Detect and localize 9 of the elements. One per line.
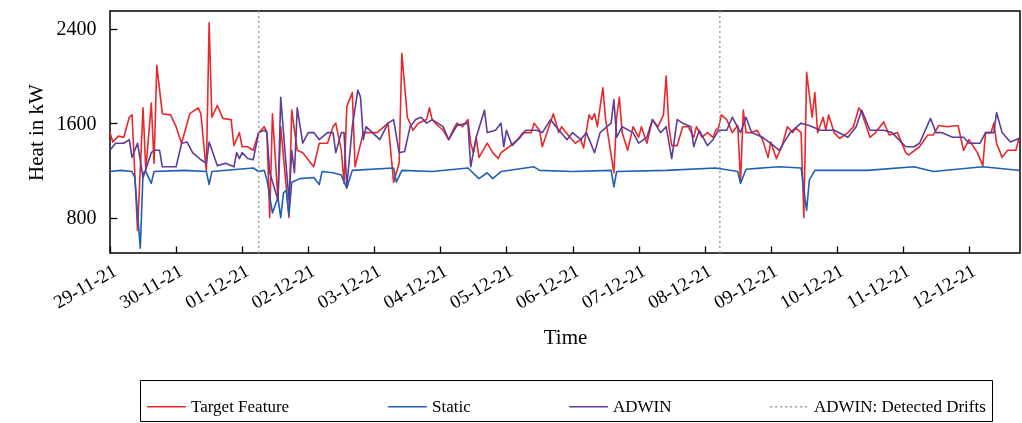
legend-label: Static xyxy=(432,396,472,416)
x-axis-title: Time xyxy=(543,324,588,349)
y-tick-label: 1600 xyxy=(56,111,97,134)
legend-label: ADWIN xyxy=(613,396,672,416)
legend-label: Target Feature xyxy=(191,396,290,416)
y-tick-label: 800 xyxy=(66,206,97,229)
y-tick-label: 2400 xyxy=(56,17,97,40)
legend-label: ADWIN: Detected Drifts xyxy=(814,396,986,416)
y-axis-title: Heat in kW xyxy=(23,83,48,181)
